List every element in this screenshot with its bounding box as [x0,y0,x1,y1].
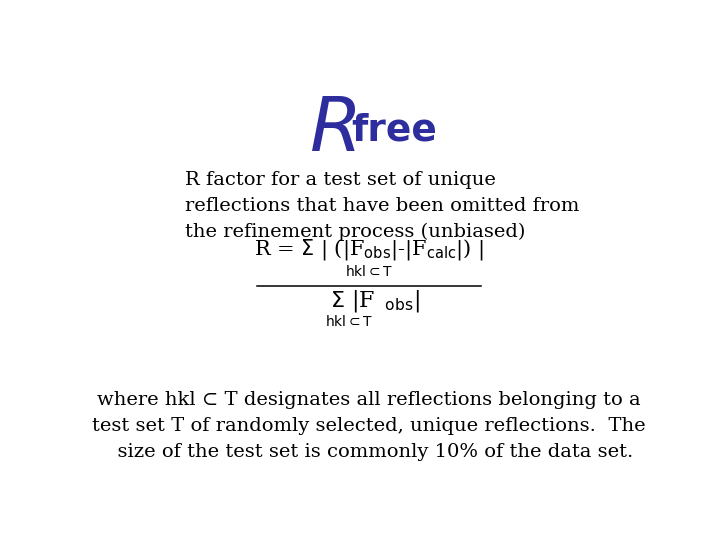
Text: $\mathrm{hkl} \subset \mathrm{T}$: $\mathrm{hkl} \subset \mathrm{T}$ [325,314,374,329]
Text: free: free [351,113,437,148]
Text: $\Sigma$ |F $\,_{\mathrm{obs}}$|: $\Sigma$ |F $\,_{\mathrm{obs}}$| [330,288,420,314]
Text: R factor for a test set of unique
reflections that have been omitted from
the re: R factor for a test set of unique reflec… [185,171,579,241]
Text: $\mathrm{hkl} \subset \mathrm{T}$: $\mathrm{hkl} \subset \mathrm{T}$ [345,265,393,279]
Text: where hkl ⊂ T designates all reflections belonging to a
test set T of randomly s: where hkl ⊂ T designates all reflections… [92,391,646,461]
Text: R = $\Sigma$ | (|F$_{\mathrm{obs}}$|-|F$_{\mathrm{calc}}$|) |: R = $\Sigma$ | (|F$_{\mathrm{obs}}$|-|F$… [254,237,484,262]
Text: $\mathit{R}$: $\mathit{R}$ [309,94,356,167]
